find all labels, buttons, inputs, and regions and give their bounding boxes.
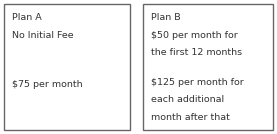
Text: Plan B: Plan B — [151, 13, 181, 22]
Bar — [4, 4, 130, 130]
Text: the first 12 months: the first 12 months — [151, 48, 242, 57]
Text: $75 per month: $75 per month — [12, 80, 83, 89]
Text: No Initial Fee: No Initial Fee — [12, 31, 74, 40]
Text: month after that: month after that — [151, 113, 230, 122]
Bar — [143, 4, 273, 130]
Text: $50 per month for: $50 per month for — [151, 31, 238, 40]
Text: Plan A: Plan A — [12, 13, 42, 22]
Text: each additional: each additional — [151, 95, 224, 104]
Text: $125 per month for: $125 per month for — [151, 78, 244, 87]
